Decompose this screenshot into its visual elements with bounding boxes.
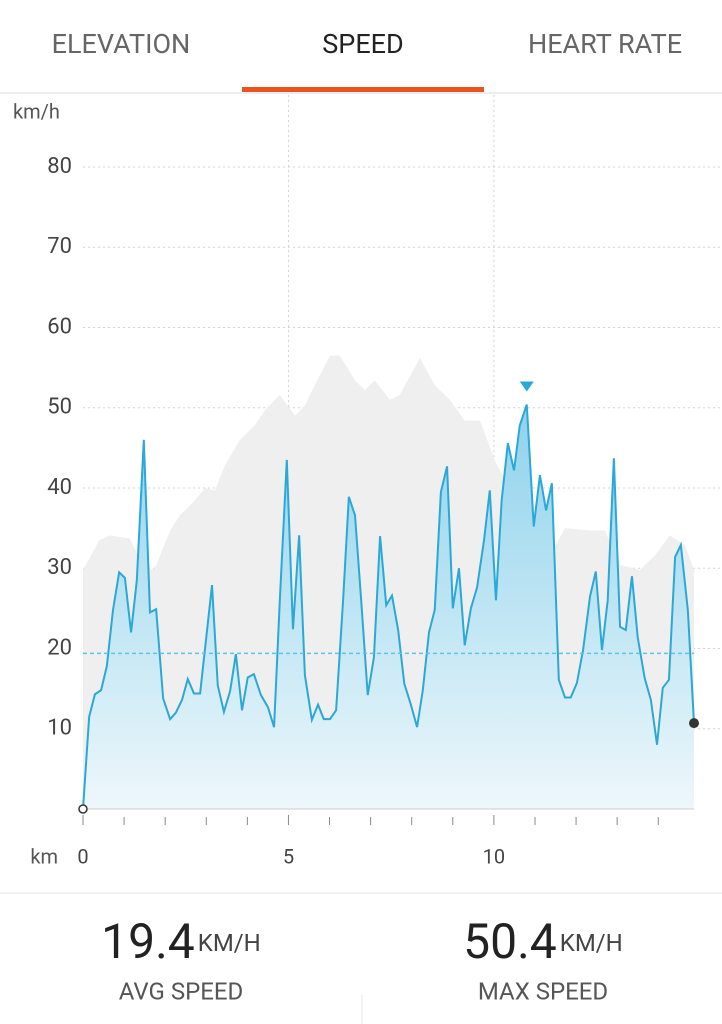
- tab-label[interactable]: HEART RATE: [528, 28, 682, 60]
- y-tick-label: 70: [47, 234, 72, 259]
- y-tick-label: 40: [47, 475, 72, 500]
- stat-unit: KM/H: [198, 929, 261, 957]
- x-unit: km: [30, 844, 58, 868]
- stat-value: 50.4 KM/H: [463, 913, 623, 970]
- stat-value: 19.4 KM/H: [101, 913, 261, 970]
- stat-number: 50.4: [463, 913, 557, 970]
- y-tick-label: 20: [47, 635, 72, 660]
- y-tick-label: 30: [47, 555, 72, 580]
- speed-chart: 10 20 30 40 50 60 70 80 0 5 10: [47, 95, 722, 868]
- x-tick-label: 10: [483, 844, 505, 868]
- y-tick-label: 60: [47, 314, 72, 339]
- stat-unit: KM/H: [560, 929, 623, 957]
- start-point: [78, 804, 88, 814]
- tab-label[interactable]: SPEED: [322, 28, 403, 60]
- y-tick-label: 80: [47, 154, 72, 179]
- end-point: [689, 718, 699, 729]
- stat-number: 19.4: [101, 913, 195, 970]
- x-tick-label: 0: [77, 844, 88, 868]
- y-unit: km/h: [13, 99, 60, 123]
- stat-label: MAX SPEED: [478, 977, 608, 1005]
- tab-indicator: [242, 87, 484, 92]
- tab-label[interactable]: ELEVATION: [52, 28, 191, 60]
- speed-line: [82, 404, 695, 810]
- y-tick-label: 50: [47, 395, 72, 420]
- y-tick-label: 10: [47, 716, 72, 741]
- tabs: ELEVATION SPEED HEART RATE: [52, 28, 682, 92]
- speed-area: [83, 404, 694, 809]
- x-tick-label: 5: [283, 844, 294, 868]
- max-marker: [519, 381, 534, 392]
- stat-label: AVG SPEED: [119, 977, 244, 1005]
